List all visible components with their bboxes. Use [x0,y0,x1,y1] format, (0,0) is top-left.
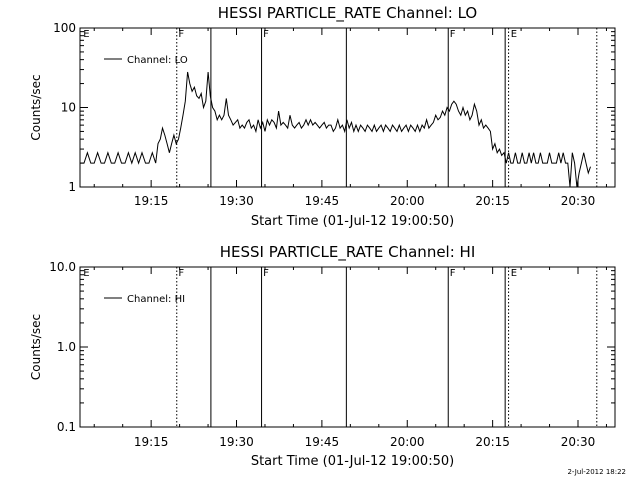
marker-label: E [83,268,89,279]
marker-label: F [450,29,456,40]
marker-label: E [511,268,517,279]
y-tick-label: 10.0 [49,260,76,274]
y-axis-label: Counts/sec [29,74,43,140]
marker-label: F [178,29,184,40]
x-tick-label: 19:30 [219,435,254,449]
chart-title: HESSI PARTICLE_RATE Channel: HI [220,243,476,262]
hi-channel-panel: HESSI PARTICLE_RATE Channel: HI 19:15 19:3… [29,243,616,469]
legend-label: Channel: LO [127,55,188,66]
x-tick-label: 20:30 [561,194,596,208]
lo-channel-panel: HESSI PARTICLE_RATE Channel: LO 19:15 19:3… [29,4,616,229]
y-axis-label: Counts/sec [29,314,43,380]
x-tick-label: 19:45 [305,435,340,449]
legend-label: Channel: HI [127,294,185,305]
x-tick-label: 20:00 [390,194,425,208]
series-line-lo [80,71,591,188]
x-tick-label: 19:45 [305,194,340,208]
marker-label: F [178,268,184,279]
x-tick-label: 20:30 [561,435,596,449]
marker-label: F [263,268,269,279]
marker-label: E [511,29,517,40]
y-tick-label: 100 [53,21,76,35]
plot-frame [79,27,616,188]
y-tick-label: 1.0 [57,340,76,354]
marker-label: F [450,268,456,279]
marker-label: E [83,29,89,40]
x-tick-label: 20:15 [475,194,510,208]
y-tick-label: 1 [68,180,76,194]
x-tick-label: 20:00 [390,435,425,449]
x-axis-label: Start Time (01-Jul-12 19:00:50) [251,454,454,469]
x-tick-label: 19:15 [134,194,169,208]
x-tick-label: 19:15 [134,435,169,449]
x-tick-label: 20:15 [475,435,510,449]
chart-title: HESSI PARTICLE_RATE Channel: LO [218,4,477,23]
y-tick-label: 0.1 [57,420,76,434]
x-tick-label: 19:30 [219,194,254,208]
plot-frame [79,266,616,428]
y-tick-label: 10 [61,101,76,115]
x-axis-label: Start Time (01-Jul-12 19:00:50) [251,214,454,229]
plot-timestamp: 2-Jul-2012 18:22 [567,468,626,476]
marker-label: F [263,29,269,40]
